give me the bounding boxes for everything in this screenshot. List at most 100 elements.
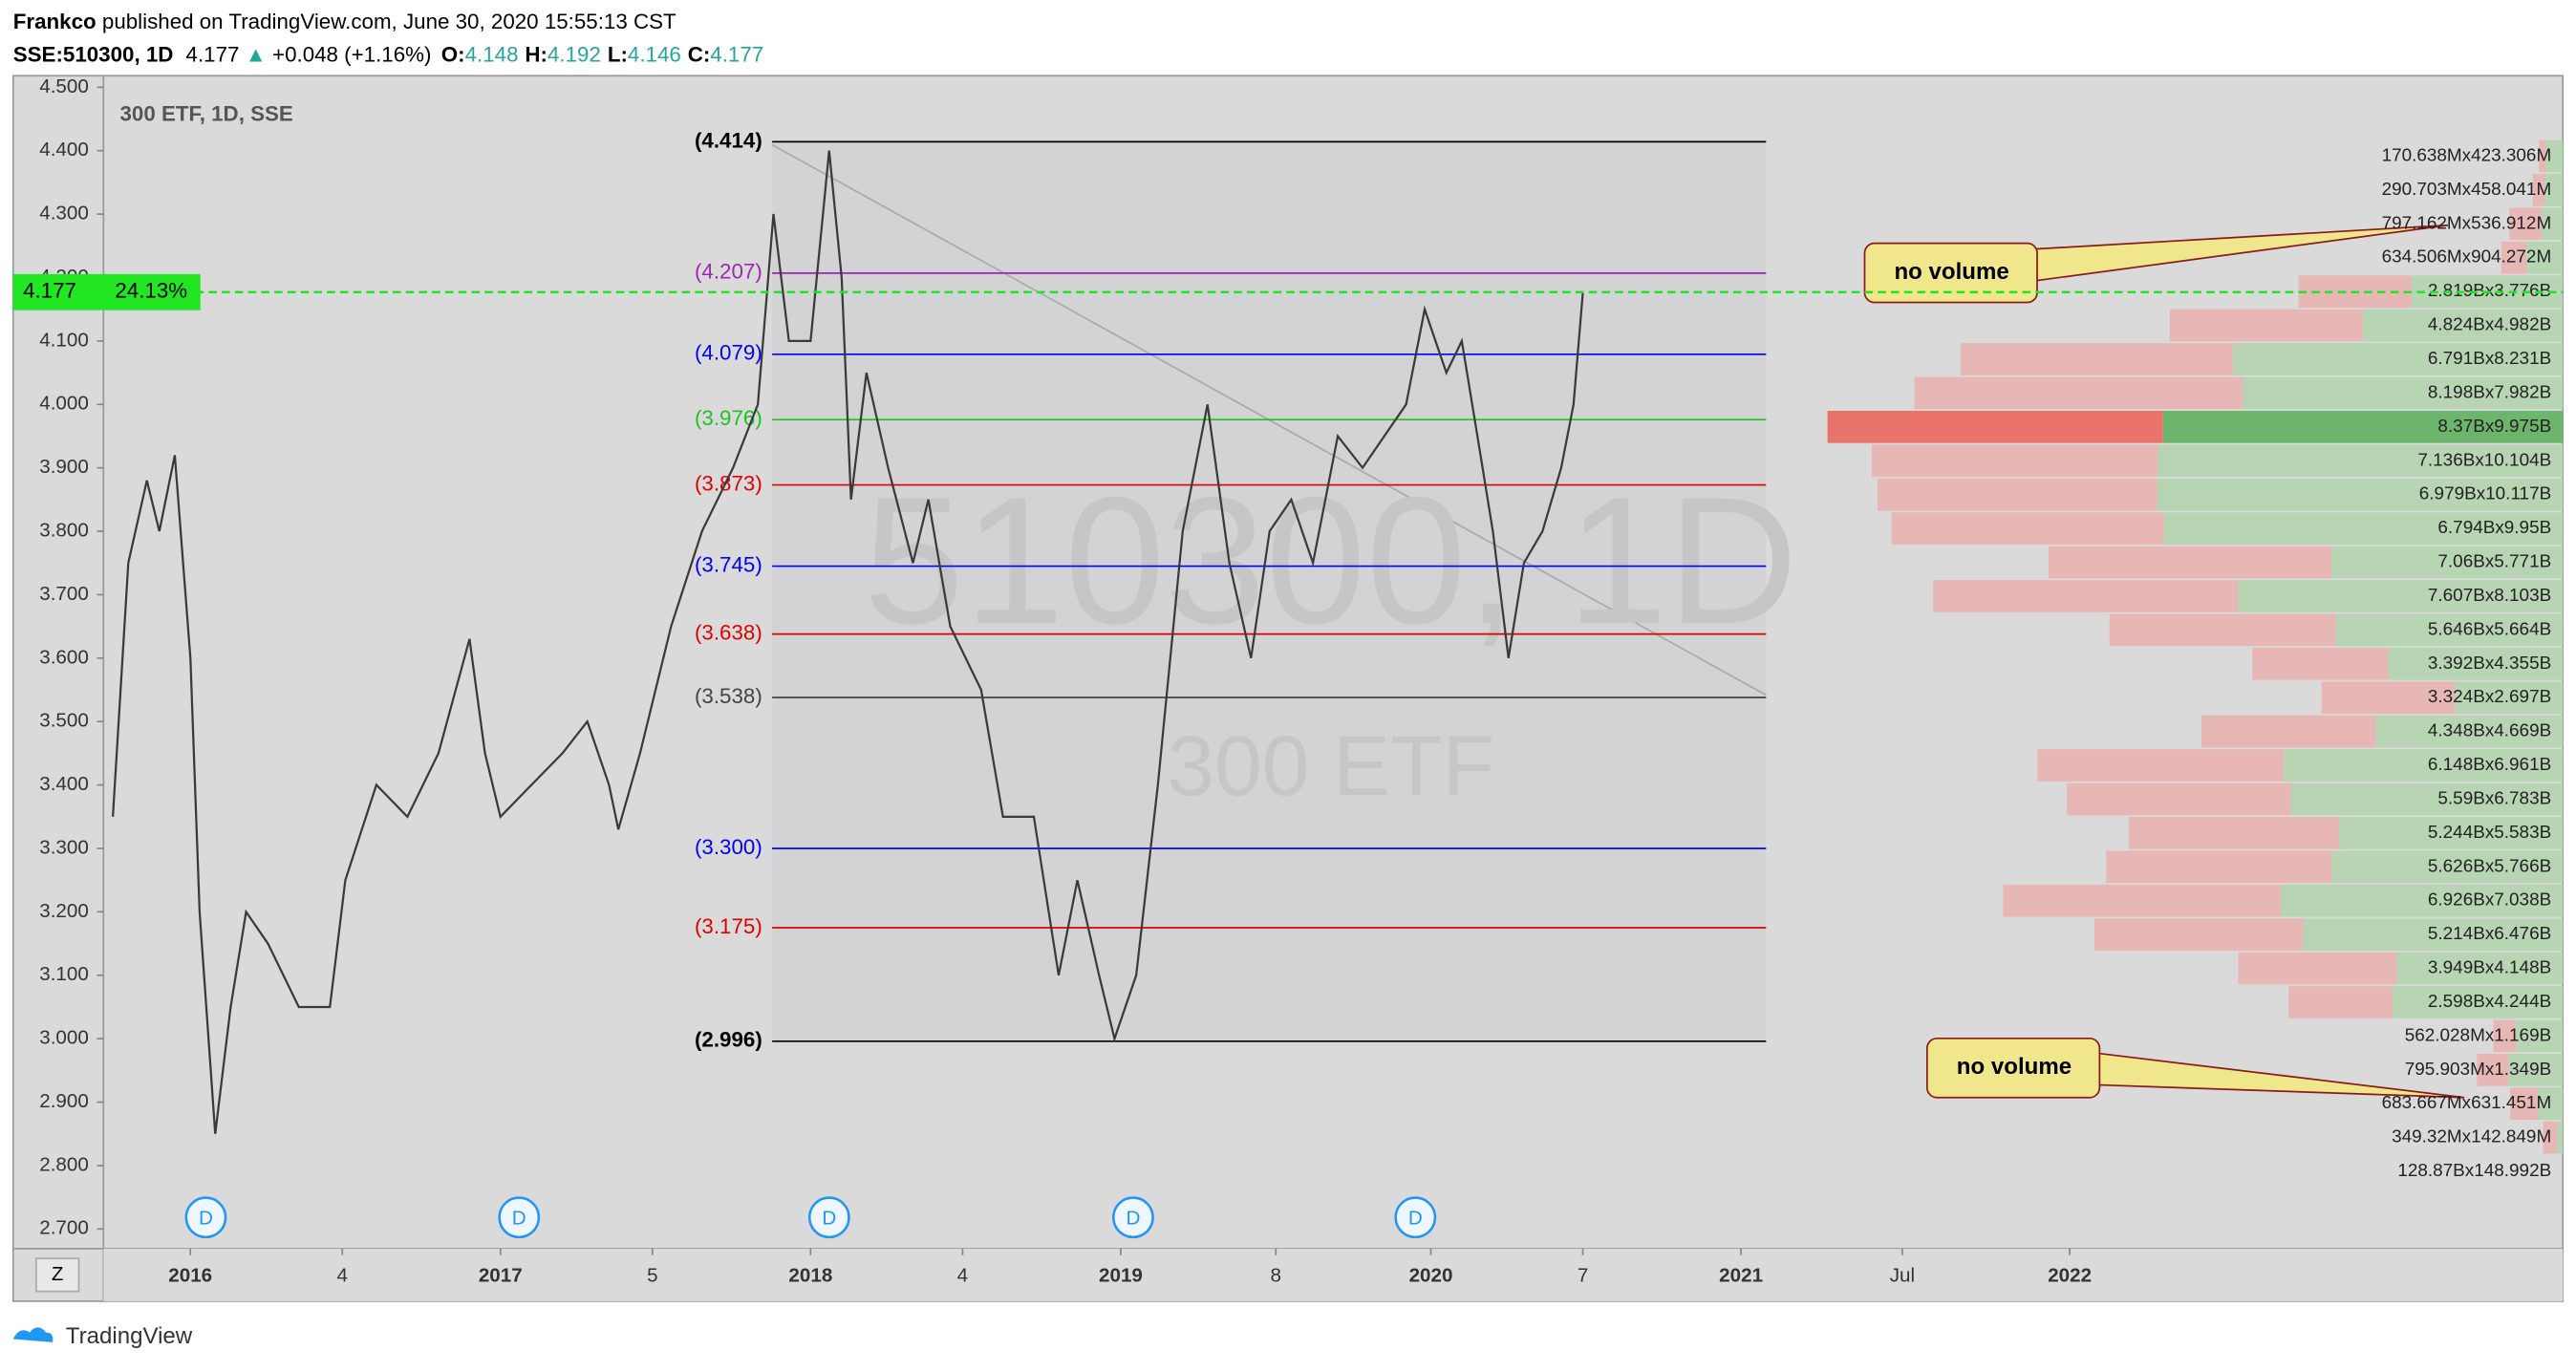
- dividend-label: D: [1408, 1207, 1423, 1229]
- profile-down: [2048, 546, 2332, 579]
- dividend-marker: [1112, 1196, 1154, 1239]
- fib-label: (4.207): [695, 260, 762, 284]
- watermark-name: 300 ETF: [1167, 718, 1494, 813]
- fib-label: (4.414): [695, 128, 762, 152]
- profile-down: [2106, 850, 2332, 884]
- last-price-label: 4.177: [23, 279, 76, 303]
- profile-label: 795.903Mx1.349B: [2405, 1060, 2551, 1080]
- profile-label: 170.638Mx423.306M: [2382, 145, 2552, 165]
- profile-down: [2509, 207, 2542, 241]
- y-tick-label: 3.600: [39, 646, 89, 668]
- x-tick-label: 5: [647, 1265, 657, 1287]
- callout-box: [1925, 1037, 2101, 1099]
- profile-up: [2526, 241, 2564, 274]
- profile-down: [2532, 174, 2545, 206]
- dividend-label: D: [199, 1207, 213, 1229]
- y-tick-label: 3.900: [39, 456, 89, 478]
- profile-label: 8.198Bx7.982B: [2428, 382, 2551, 402]
- profile-up: [2290, 782, 2564, 816]
- y-tick-label: 3.800: [39, 519, 89, 541]
- x-tick-label: 2018: [788, 1265, 832, 1287]
- z-button[interactable]: [34, 1257, 80, 1293]
- x-tick-label: 8: [1270, 1265, 1280, 1287]
- fib-label: (3.175): [695, 914, 762, 938]
- profile-down: [2252, 647, 2389, 680]
- profile-up: [2393, 986, 2564, 1018]
- x-tick-label: 2022: [2048, 1265, 2092, 1287]
- profile-down: [1891, 512, 2164, 545]
- profile-down: [2501, 241, 2527, 274]
- profile-label: 3.324Bx2.697B: [2428, 687, 2551, 707]
- z-label[interactable]: Z: [52, 1263, 64, 1285]
- ohlc-value: 4.192: [547, 43, 601, 67]
- dividend-marker: [498, 1196, 541, 1239]
- profile-down: [2477, 1053, 2509, 1086]
- callout-box: [1863, 242, 2038, 304]
- fib-label: (2.996): [695, 1028, 762, 1052]
- header-line: Frankco published on TradingView.com, Ju…: [13, 10, 676, 33]
- profile-down: [2169, 309, 2364, 342]
- profile-up: [2396, 952, 2564, 985]
- time-axis: [103, 1248, 2564, 1301]
- profile-label: 6.926Bx7.038B: [2428, 890, 2551, 911]
- profile-label: 2.598Bx4.244B: [2428, 992, 2551, 1012]
- y-tick-label: 3.300: [39, 836, 89, 858]
- profile-label: 4.824Bx4.982B: [2428, 315, 2551, 335]
- y-tick-label: 3.200: [39, 900, 89, 922]
- profile-label: 7.607Bx8.103B: [2428, 586, 2551, 606]
- fib-label: (3.300): [695, 835, 762, 859]
- callout-text: no volume: [1894, 259, 2008, 285]
- ohlc-value: 4.146: [628, 43, 681, 67]
- symbol-line: SSE:510300, 1D 4.177 ▲ +0.048 (+1.16%) O:…: [13, 43, 763, 67]
- profile-label: 5.59Bx6.783B: [2437, 788, 2551, 808]
- ohlc-label: L:: [608, 43, 628, 67]
- callout: no volume: [1925, 1037, 2465, 1099]
- profile-down: [2129, 817, 2340, 849]
- profile-label: 6.794Bx9.95B: [2437, 518, 2551, 538]
- ohlc-label: H:: [525, 43, 547, 67]
- x-tick-label: 2019: [1099, 1265, 1143, 1287]
- y-tick-label: 3.000: [39, 1027, 89, 1049]
- profile-label: 8.37Bx9.975B: [2437, 417, 2551, 437]
- profile-down: [2510, 1087, 2538, 1121]
- profile-up: [2163, 512, 2564, 545]
- y-tick-label: 2.900: [39, 1090, 89, 1112]
- last-change-label: 24.13%: [115, 279, 187, 303]
- profile-up: [2557, 1121, 2564, 1154]
- watermark-symbol: 510300, 1D: [864, 461, 1798, 662]
- x-tick-label: Jul: [1890, 1265, 1915, 1287]
- profile-up: [2280, 884, 2564, 917]
- profile-down: [2238, 952, 2397, 985]
- profile-down: [1961, 343, 2233, 375]
- profile-up: [2545, 139, 2564, 173]
- profile-up: [2375, 715, 2564, 748]
- profile-up: [2339, 817, 2564, 849]
- dividend-marker: [184, 1196, 227, 1239]
- chart-title: 300 ETF, 1D, SSE: [120, 101, 293, 125]
- y-tick-label: 2.700: [39, 1217, 89, 1239]
- profile-up: [2243, 376, 2564, 410]
- profile-up: [2455, 681, 2564, 715]
- profile-up: [2238, 580, 2564, 612]
- author: Frankco: [13, 10, 97, 33]
- x-tick-label: 4: [337, 1265, 348, 1287]
- profile-label: 5.214Bx6.476B: [2428, 924, 2551, 944]
- profile-down: [2539, 139, 2546, 173]
- profile-label: 6.979Bx10.117B: [2419, 484, 2551, 504]
- logo: [12, 1327, 54, 1342]
- x-tick-label: 2020: [1409, 1265, 1453, 1287]
- y-tick-label: 4.300: [39, 203, 89, 225]
- profile-up: [2284, 749, 2564, 782]
- footer: TradingView: [66, 1323, 193, 1349]
- published: published on TradingView.com, June 30, 2…: [102, 10, 676, 33]
- profile-up: [2162, 411, 2564, 443]
- ohlc-value: 4.177: [710, 43, 763, 67]
- y-tick-label: 3.700: [39, 583, 89, 605]
- x-tick-label: 2017: [479, 1265, 523, 1287]
- fib-label: (3.638): [695, 620, 762, 644]
- profile-down: [1827, 411, 2163, 443]
- profile-down: [2493, 1019, 2517, 1053]
- y-tick-label: 3.400: [39, 773, 89, 795]
- profile-up: [2331, 850, 2564, 884]
- profile-up: [2157, 478, 2564, 511]
